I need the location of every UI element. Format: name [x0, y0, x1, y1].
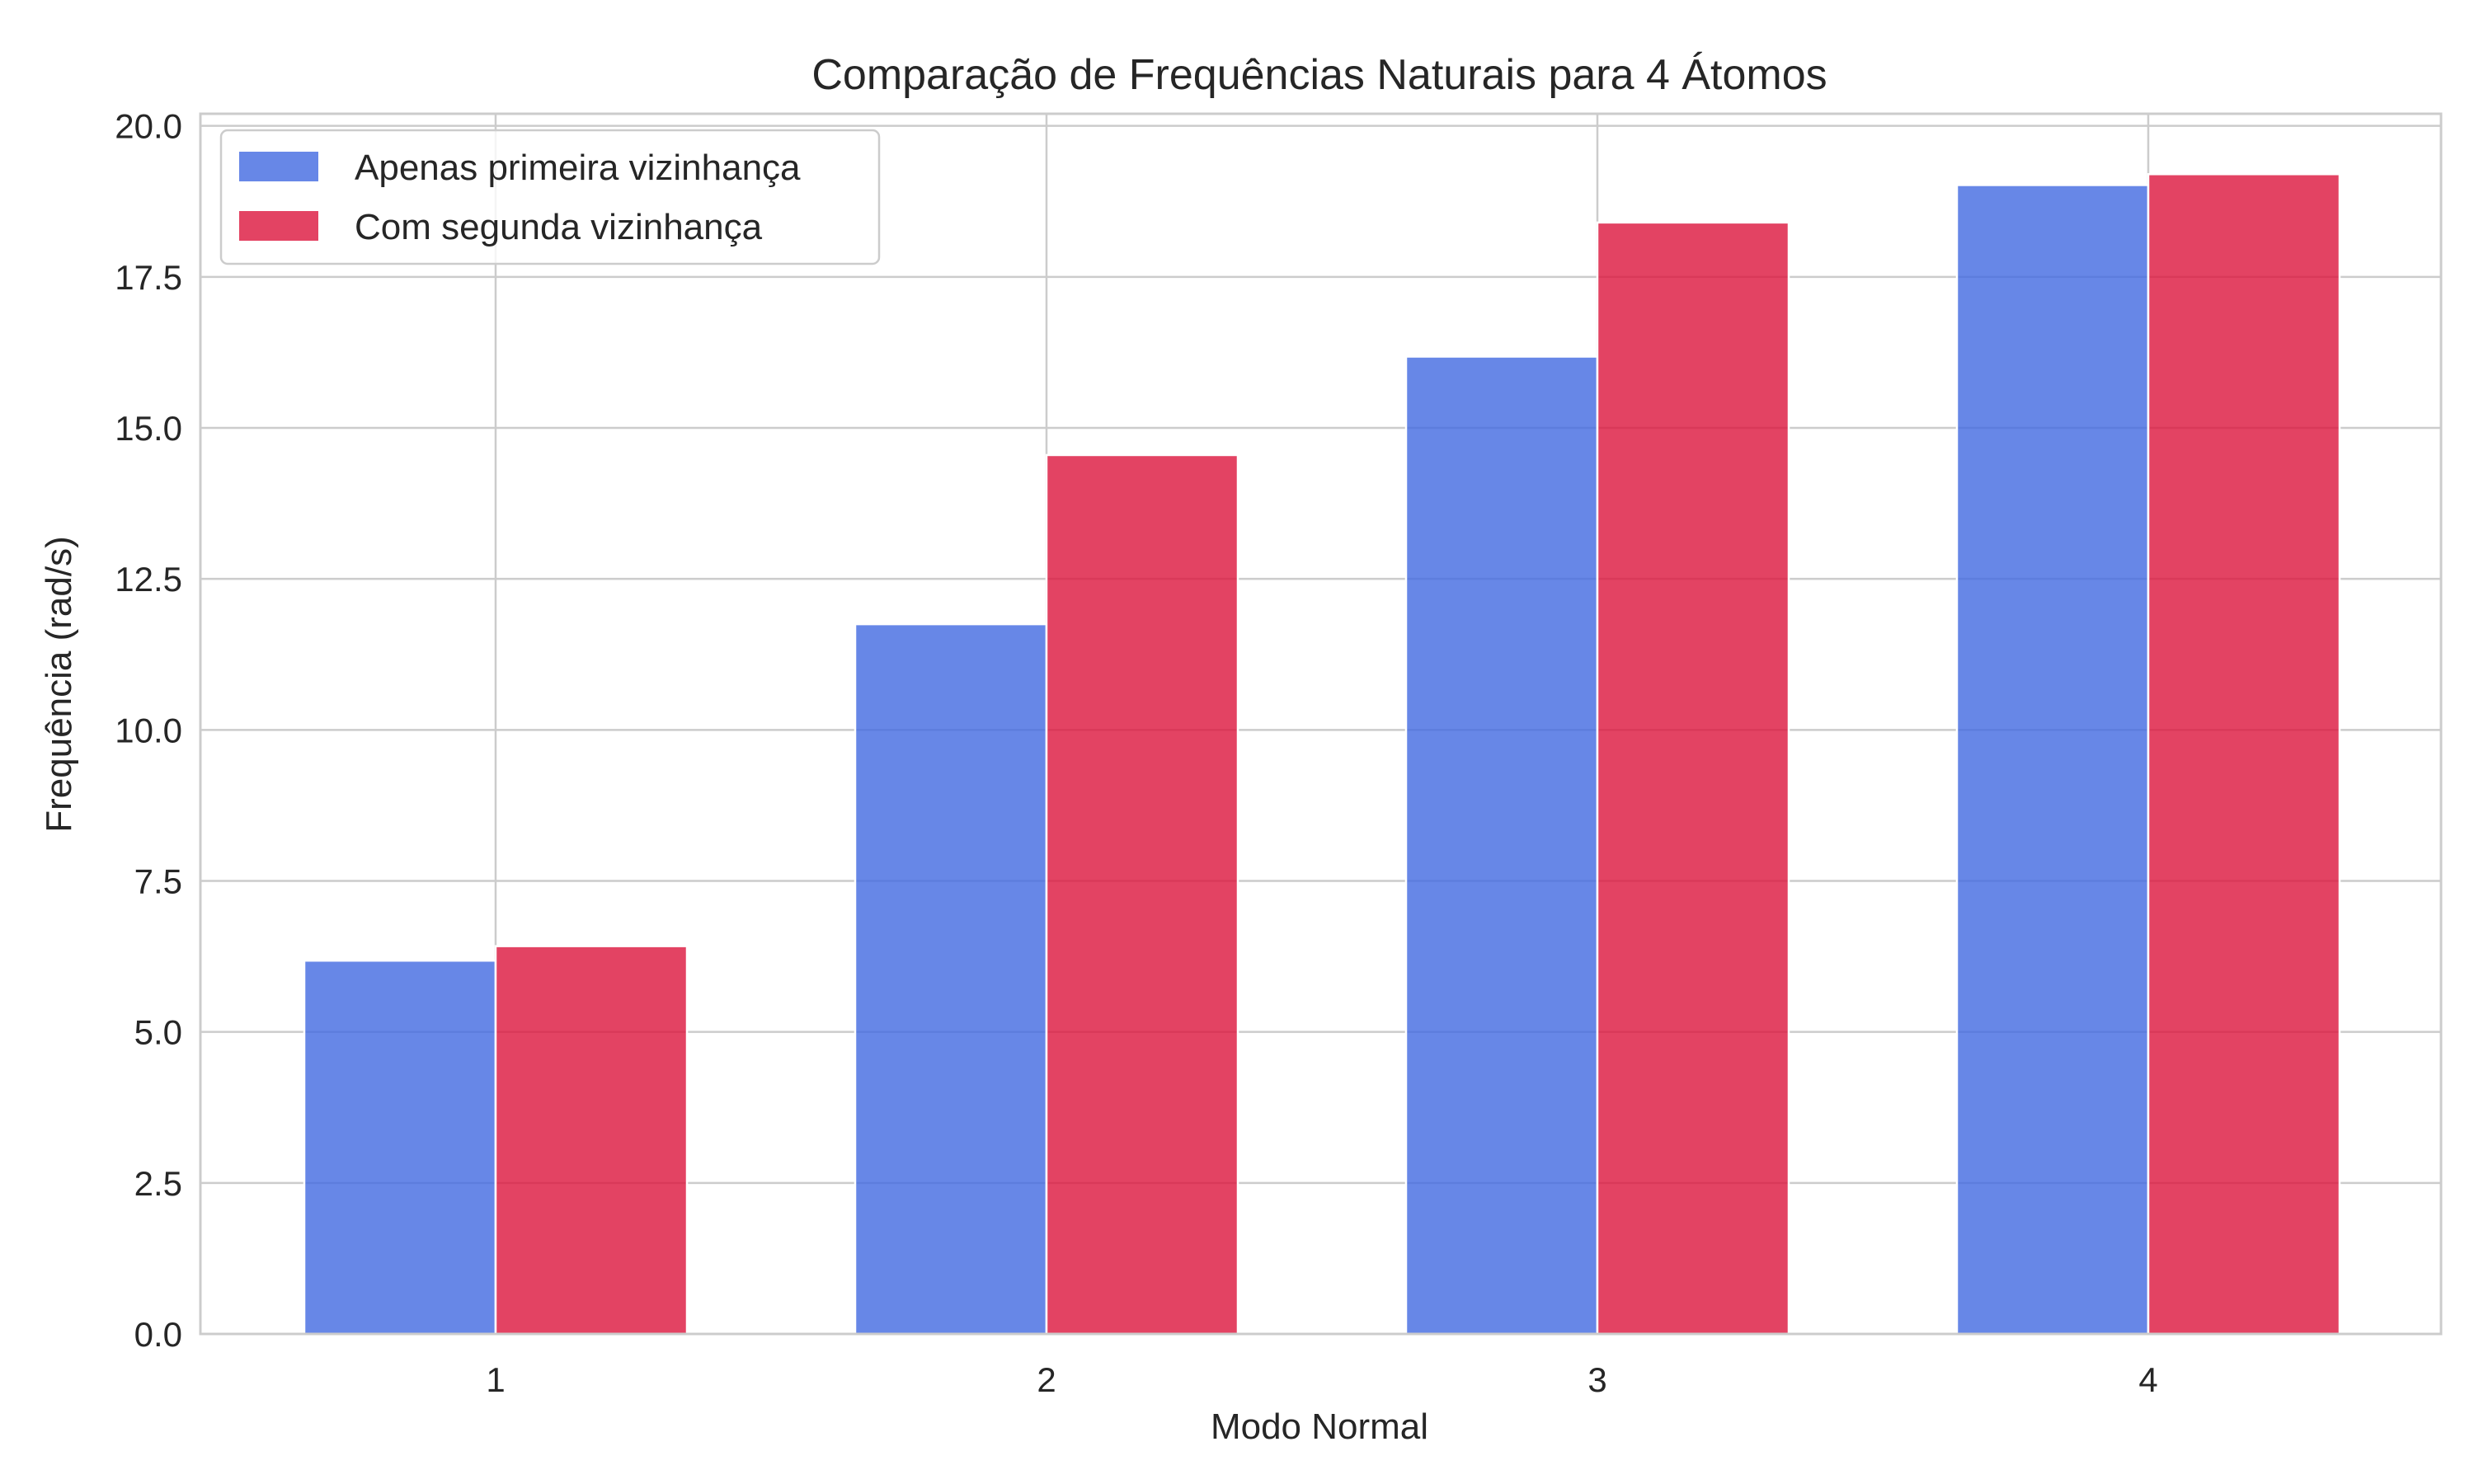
bar-series-1-mode-1: [303, 959, 497, 1336]
bar-series-2-mode-3: [1596, 221, 1790, 1336]
x-tick-label: 2: [1037, 1360, 1056, 1399]
y-tick-labels: 0.0 2.5 5.0 7.5 10.0 12.5 15.0 17.5 20.0: [115, 107, 182, 1354]
y-axis-label: Frequência (rad/s): [39, 536, 79, 832]
y-tick-label: 5.0: [134, 1013, 182, 1052]
bar-series-1-mode-3: [1404, 355, 1599, 1336]
bar-series-1-mode-4: [1955, 184, 2150, 1336]
chart-title: Comparação de Frequências Naturais para …: [811, 51, 1827, 99]
y-tick-label: 15.0: [115, 409, 182, 448]
y-tick-label: 10.0: [115, 711, 182, 749]
axes-frame: [199, 112, 2443, 1336]
legend: Apenas primeira vizinhança Com segunda v…: [219, 129, 881, 265]
y-tick-label: 12.5: [115, 560, 182, 599]
legend-label-series-2: Com segunda vizinhança: [355, 207, 763, 247]
bar-series-2-mode-2: [1045, 453, 1239, 1336]
x-tick-label: 4: [2138, 1360, 2157, 1399]
legend-swatch-series-1: [239, 152, 318, 181]
legend-swatch-series-2: [239, 211, 318, 241]
y-tick-label: 7.5: [134, 862, 182, 900]
x-tick-label: 3: [1587, 1360, 1606, 1399]
x-tick-label: 1: [486, 1360, 505, 1399]
bars: [303, 173, 2341, 1336]
bar-series-2-mode-4: [2147, 173, 2341, 1336]
legend-label-series-1: Apenas primeira vizinhança: [355, 148, 801, 188]
x-tick-labels: 1 2 3 4: [486, 1360, 2157, 1399]
x-axis-label: Modo Normal: [1211, 1407, 1428, 1447]
bar-series-2-mode-1: [494, 945, 689, 1336]
y-tick-label: 20.0: [115, 107, 182, 146]
legend-frame: [219, 129, 881, 265]
y-tick-label: 2.5: [134, 1164, 182, 1203]
y-tick-label: 0.0: [134, 1315, 182, 1354]
bar-series-1-mode-2: [854, 622, 1048, 1336]
y-tick-label: 17.5: [115, 258, 182, 297]
